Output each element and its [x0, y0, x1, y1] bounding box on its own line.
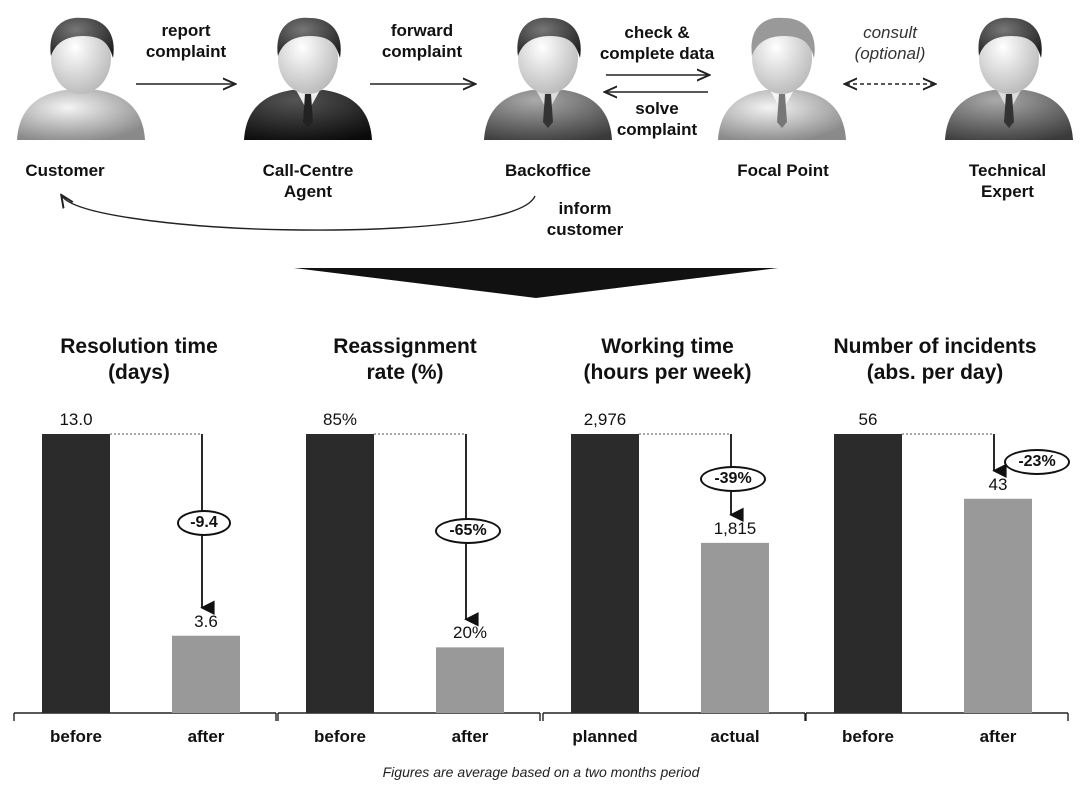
consult-label-line2: (optional): [854, 44, 926, 63]
chart-1-category-before: before: [50, 727, 102, 746]
chart-2-category-after: after: [451, 727, 489, 746]
chart-2-category-before: before: [314, 727, 366, 746]
chart-2-value-before: 85%: [322, 410, 358, 429]
chart-2-title-line2: rate (%): [366, 361, 444, 384]
chart-4-category-before: before: [842, 727, 894, 746]
chart-3-bar-planned: [571, 434, 639, 713]
customer-label: Customer: [25, 161, 105, 180]
chart-3-bar-actual: [701, 542, 769, 713]
forward-complaint-label: forward complaint: [362, 20, 482, 62]
chart-2-bar-before: [306, 434, 374, 713]
chart-2-title: Reassignment rate (%): [280, 334, 530, 386]
expert-label-line1: Technical: [968, 161, 1047, 180]
chart-3-value-actual: 1,815: [713, 518, 757, 538]
chart-2-title-line1: Reassignment: [333, 335, 477, 358]
call-centre-agent-label: Call-Centre Agent: [238, 160, 378, 202]
inform-label-line2: customer: [546, 220, 624, 239]
solve-complaint-label: solve complaint: [596, 98, 718, 140]
inform-customer-arrow: [62, 196, 536, 231]
chart-1-value-before: 13.0: [59, 410, 93, 429]
inform-label-line1: inform: [558, 199, 612, 218]
agent-label-line1: Call-Centre: [262, 161, 354, 180]
chart-2-value-after: 20%: [452, 623, 488, 643]
chart-1-title-line1: Resolution time: [60, 335, 218, 358]
chart-3-value-planned: 2,976: [583, 410, 627, 429]
chart-4-title: Number of incidents (abs. per day): [800, 334, 1070, 386]
customer-icon: [17, 17, 145, 140]
chart-1-bar-before: [42, 434, 110, 713]
chart-3-category-planned: planned: [572, 727, 638, 746]
technical-expert-label: Technical Expert: [935, 160, 1080, 202]
forward-label-line1: forward: [390, 21, 454, 40]
chart-4-category-after: after: [979, 727, 1017, 746]
solve-label-line1: solve: [635, 99, 679, 118]
technical-expert-icon: [945, 17, 1073, 140]
chart-1-change-label: -9.4: [177, 510, 231, 536]
chart-2-change-label: -65%: [435, 518, 501, 544]
inform-customer-label: inform customer: [520, 198, 650, 240]
chart-3-category-actual: actual: [710, 727, 760, 746]
chart-3-change-label: -39%: [700, 466, 766, 492]
backoffice-label: Backoffice: [505, 161, 591, 180]
chart-1-title: Resolution time (days): [14, 334, 264, 386]
consult-label-line1: consult: [863, 23, 917, 42]
chart-1-value-after: 3.6: [194, 611, 218, 631]
expert-label-line2: Expert: [981, 182, 1034, 201]
focal-point-icon: [718, 17, 846, 140]
check-data-label: check & complete data: [586, 22, 728, 64]
check-label-line1: check &: [624, 23, 690, 42]
chart-4-change-label: -23%: [1004, 449, 1070, 475]
chart-3-title-line1: Working time: [601, 335, 734, 358]
backoffice-icon: [484, 17, 612, 140]
chart-3-title-line2: (hours per week): [583, 361, 752, 384]
call-centre-agent-icon: [244, 17, 372, 140]
report-label-line1: report: [161, 21, 211, 40]
forward-label-line2: complaint: [381, 42, 463, 61]
chart-1-bar-after: [172, 635, 240, 713]
summary-funnel-triangle: [294, 268, 778, 298]
consult-label: consult (optional): [830, 22, 950, 64]
focal-point-label: Focal Point: [737, 161, 829, 180]
chart-4-title-line2: (abs. per day): [866, 361, 1004, 384]
report-complaint-label: report complaint: [126, 20, 246, 62]
chart-4-title-line1: Number of incidents: [833, 335, 1037, 358]
chart-4-bar-after: [964, 498, 1032, 713]
chart-2-bar-after: [436, 647, 504, 713]
check-label-line2: complete data: [599, 44, 715, 63]
solve-label-line2: complaint: [616, 120, 698, 139]
chart-1-category-after: after: [187, 727, 225, 746]
chart-4-value-before: 56: [858, 410, 878, 429]
chart-4-value-after: 43: [988, 474, 1008, 494]
report-label-line2: complaint: [145, 42, 227, 61]
agent-label-line2: Agent: [283, 182, 333, 201]
process-flow-diagram: [17, 17, 1073, 298]
footnote: Figures are average based on a two month…: [382, 764, 700, 780]
chart-1-title-line2: (days): [108, 361, 170, 384]
chart-3-title: Working time (hours per week): [535, 334, 800, 386]
chart-4-bar-before: [834, 434, 902, 713]
